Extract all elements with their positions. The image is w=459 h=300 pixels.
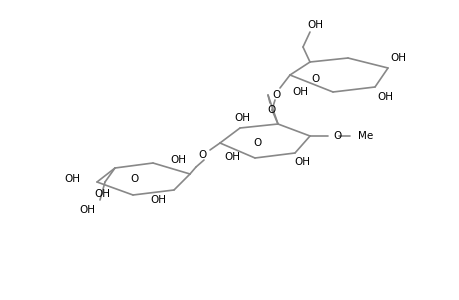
Text: Me: Me [357, 131, 372, 141]
Text: OH: OH [224, 152, 240, 162]
Text: O: O [131, 174, 139, 184]
Text: OH: OH [389, 53, 405, 63]
Text: O: O [332, 131, 341, 141]
Text: OH: OH [234, 113, 249, 123]
Text: OH: OH [306, 20, 322, 30]
Text: OH: OH [293, 157, 309, 167]
Text: OH: OH [94, 189, 110, 199]
Text: OH: OH [170, 155, 185, 165]
Text: O: O [198, 150, 207, 160]
Text: OH: OH [150, 195, 166, 205]
Text: O: O [272, 90, 280, 100]
Text: OH: OH [64, 174, 80, 184]
Text: OH: OH [291, 87, 308, 97]
Text: OH: OH [376, 92, 392, 102]
Text: O: O [311, 74, 319, 84]
Text: O: O [253, 138, 262, 148]
Text: OH: OH [79, 205, 95, 215]
Text: O: O [267, 105, 275, 115]
